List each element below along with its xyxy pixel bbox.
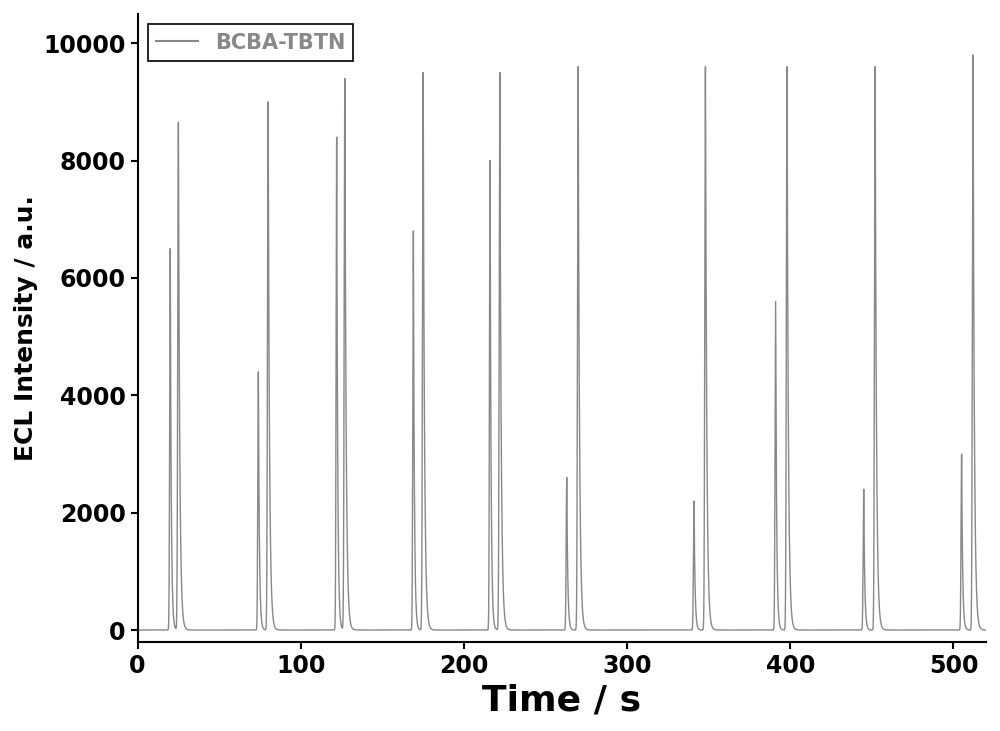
X-axis label: Time / s: Time / s: [482, 683, 641, 717]
Y-axis label: ECL Intensity / a.u.: ECL Intensity / a.u.: [14, 195, 38, 461]
Legend: BCBA-TBTN: BCBA-TBTN: [148, 24, 353, 61]
